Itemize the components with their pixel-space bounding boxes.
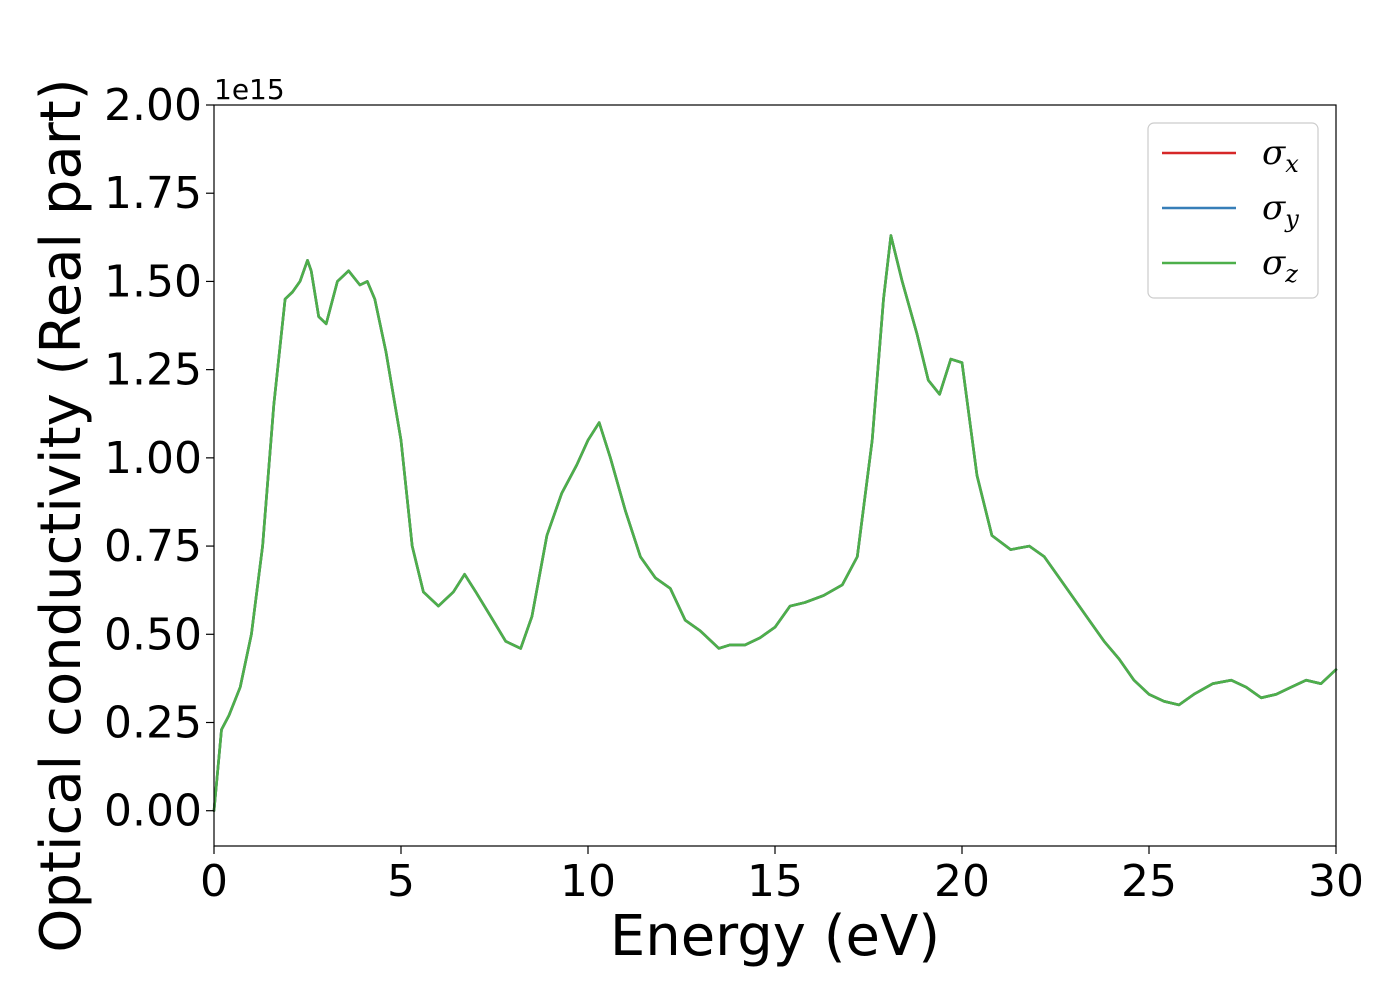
y-tick-label: 0.00	[104, 786, 202, 837]
y-axis-title: Optical conductivity (Real part)	[29, 78, 94, 952]
y-tick-label: 0.50	[104, 609, 202, 660]
legend-label: σx	[1262, 133, 1299, 178]
x-tick-label: 20	[934, 856, 990, 907]
y-tick-label: 1.00	[104, 433, 202, 484]
y-tick-label: 0.75	[104, 521, 202, 572]
x-tick-label: 30	[1308, 856, 1364, 907]
y-tick-label: 1.75	[104, 168, 202, 219]
y-tick-label: 1.25	[104, 345, 202, 396]
y-tick-label: 0.25	[104, 698, 202, 749]
y-tick-label: 1.50	[104, 256, 202, 307]
x-axis: 0 5 10 15 20 25 30	[200, 846, 1364, 907]
legend: σx σy σz	[1147, 122, 1319, 299]
legend-label: σy	[1262, 188, 1299, 233]
x-tick-label: 25	[1121, 856, 1177, 907]
x-tick-label: 0	[200, 856, 228, 907]
series-line-sigma-z	[212, 234, 1338, 812]
x-axis-title: Energy (eV)	[610, 904, 940, 969]
x-tick-label: 10	[560, 856, 616, 907]
y-tick-label: 2.00	[104, 80, 202, 131]
legend-box	[1147, 122, 1319, 299]
x-tick-label: 5	[387, 856, 415, 907]
series-line-sigma-y	[212, 234, 1338, 812]
y-offset-label: 1e15	[214, 73, 285, 106]
series-line-sigma-x	[212, 234, 1338, 812]
series-layer	[212, 234, 1338, 812]
x-tick-label: 15	[747, 856, 803, 907]
legend-label: σz	[1262, 243, 1298, 288]
y-axis: 0.00 0.25 0.50 0.75 1.00 1.25 1.50 1.75 2.00	[104, 80, 214, 837]
